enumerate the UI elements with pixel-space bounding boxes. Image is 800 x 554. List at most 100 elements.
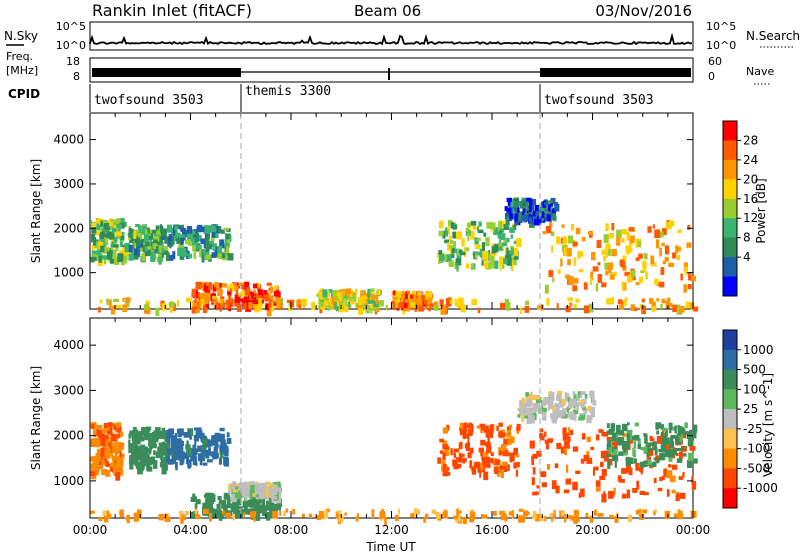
data-cell <box>609 274 615 280</box>
data-cell <box>90 456 95 462</box>
data-cell <box>200 238 206 244</box>
data-cell <box>497 470 500 477</box>
data-cell <box>144 246 148 252</box>
data-cell <box>521 403 527 412</box>
data-cell <box>212 440 216 446</box>
data-cell <box>587 405 592 411</box>
data-cell <box>219 239 224 249</box>
colorbar-swatch <box>723 159 737 180</box>
data-cell <box>450 240 454 244</box>
data-cell <box>213 446 218 454</box>
data-cell <box>589 390 595 398</box>
data-cell <box>548 204 551 212</box>
data-cell <box>484 453 489 458</box>
data-cell <box>611 249 617 257</box>
data-cell <box>361 290 364 294</box>
data-cell <box>464 247 470 252</box>
data-cell <box>253 297 258 304</box>
data-cell <box>235 510 241 518</box>
data-cell <box>109 462 116 468</box>
data-cell <box>269 508 276 513</box>
data-cell <box>348 296 352 300</box>
data-cell <box>690 302 695 310</box>
data-cell <box>565 478 571 485</box>
data-cell <box>98 435 104 442</box>
data-cell <box>572 481 578 491</box>
data-region-2 <box>128 426 170 475</box>
data-cell <box>664 256 669 262</box>
data-cell <box>175 226 178 235</box>
data-cell <box>220 229 225 234</box>
data-cell <box>466 433 469 438</box>
data-cell <box>140 241 145 249</box>
data-cell <box>188 459 191 467</box>
velocity-xlabel: Time UT <box>365 540 416 554</box>
data-cell <box>477 307 481 314</box>
data-cell <box>510 436 515 444</box>
colorbar-tick-label: 8 <box>743 231 751 245</box>
data-cell <box>236 282 240 289</box>
data-cell <box>238 293 243 297</box>
data-cell <box>212 284 217 292</box>
data-cell <box>117 469 124 476</box>
data-cell <box>154 460 158 469</box>
data-cell <box>675 494 680 501</box>
data-cell <box>145 448 148 456</box>
data-cell <box>112 244 119 248</box>
data-cell <box>627 422 630 426</box>
data-cell <box>546 297 550 306</box>
data-cell <box>213 453 219 459</box>
data-cell <box>668 422 673 431</box>
data-cell <box>691 480 697 490</box>
power-colorbar-label: Power [dB] <box>754 178 768 243</box>
data-cell <box>162 441 166 450</box>
data-region-3 <box>165 224 234 263</box>
data-cell <box>166 431 171 439</box>
freq-band-1 <box>92 68 241 77</box>
data-cell <box>689 445 696 451</box>
data-cell <box>546 464 551 470</box>
data-cell <box>134 453 141 461</box>
data-cell <box>423 516 426 523</box>
data-cell <box>194 503 198 512</box>
data-cell <box>611 439 618 448</box>
data-cell <box>163 430 167 438</box>
data-cell <box>208 243 213 250</box>
colorbar-tick-label: 1000 <box>743 343 774 357</box>
data-cell <box>528 204 532 213</box>
data-cell <box>148 242 152 249</box>
data-cell <box>122 297 125 302</box>
data-cell <box>601 468 607 477</box>
data-cell <box>152 243 157 250</box>
data-cell <box>549 209 554 218</box>
data-cell <box>449 260 454 268</box>
data-cell <box>660 432 664 440</box>
data-cell <box>104 442 109 448</box>
data-cell <box>199 457 203 466</box>
data-cell <box>642 509 648 514</box>
data-cell <box>667 464 672 468</box>
data-cell <box>421 294 425 301</box>
data-cell <box>164 442 170 452</box>
data-cell <box>171 227 174 236</box>
data-cell <box>480 450 484 457</box>
data-cell <box>268 495 272 504</box>
data-region-2 <box>127 224 170 265</box>
data-cell <box>541 482 547 488</box>
data-cell <box>135 464 138 469</box>
data-cell <box>145 247 151 256</box>
data-cell <box>215 226 221 234</box>
data-cell <box>119 442 123 447</box>
data-cell <box>141 253 145 257</box>
data-cell <box>516 426 520 431</box>
data-cell <box>164 513 169 522</box>
data-cell <box>109 247 113 254</box>
data-cell <box>572 285 578 292</box>
data-cell <box>375 305 380 312</box>
data-cell <box>518 213 522 222</box>
data-cell <box>586 436 591 443</box>
data-cell <box>685 301 691 308</box>
data-cell <box>449 299 453 304</box>
data-cell <box>111 227 115 234</box>
noise-panel: N.Sky 10^5 10^0 10^5 10^0 N.Search <box>4 20 800 52</box>
